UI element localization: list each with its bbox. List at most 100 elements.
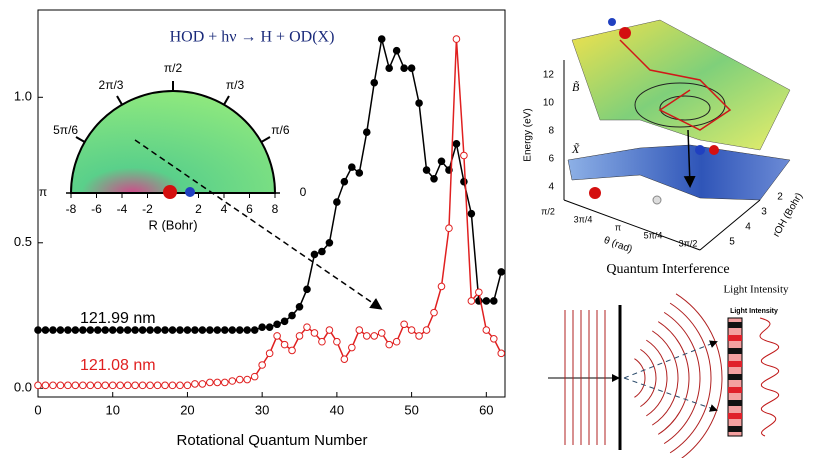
intensity-curve (759, 317, 779, 437)
data-point (489, 335, 498, 343)
data-point (41, 326, 50, 334)
data-point (146, 381, 154, 390)
inset: HOD + hν → H + OD(X) R (Bohr) π/2 2π/3 π/3… (39, 29, 383, 310)
plot-frame (37, 9, 506, 398)
circular-wave (651, 330, 679, 426)
inset-x-tick-label: 6 (246, 202, 253, 216)
data-point (385, 64, 393, 72)
data-point (250, 372, 259, 381)
data-point (400, 64, 408, 72)
data-point (370, 332, 379, 340)
x-tick-label: 60 (479, 402, 493, 417)
atom (608, 18, 616, 26)
data-point (176, 381, 184, 390)
state-label: B̃ (572, 80, 580, 94)
data-point (430, 174, 438, 183)
r-tick-label: 3 (761, 207, 767, 218)
x-tick-label: 40 (330, 402, 344, 417)
r-label: rOH (Bohr) (771, 191, 805, 239)
circular-wave (657, 321, 690, 435)
data-point (437, 157, 446, 166)
atom (652, 195, 662, 205)
circular-wave (675, 293, 723, 458)
data-point (79, 326, 87, 334)
data-point (71, 326, 80, 334)
data-point (362, 128, 371, 137)
data-point (288, 311, 296, 320)
data-point (422, 166, 431, 174)
data-point (258, 361, 266, 369)
data-point (348, 163, 356, 171)
data-point (213, 378, 222, 387)
data-point (235, 326, 244, 334)
wavefunction-map (69, 90, 277, 194)
theta-axis (563, 199, 701, 251)
data-point (116, 381, 124, 390)
data-point (497, 349, 506, 358)
series-label: 121.99 nm (80, 310, 156, 327)
circular-wave (646, 339, 668, 417)
data-point (235, 375, 244, 384)
interference-diagram: Quantum Interference Light Intensity Lig… (548, 262, 789, 458)
angle-label: 0 (300, 185, 307, 199)
theta-label: θ (rad) (602, 235, 633, 255)
data-point (56, 326, 65, 334)
atom (695, 145, 705, 155)
y-tick-label: 0.0 (14, 380, 32, 395)
data-point (161, 381, 169, 390)
data-point (108, 381, 117, 390)
data-point (475, 288, 483, 297)
data-point (221, 326, 229, 334)
data-point (161, 326, 169, 334)
ray (623, 340, 718, 379)
inset-title: HOD + hν → H + OD(X) (170, 29, 335, 46)
contour (659, 95, 711, 121)
z-tick-label: 8 (548, 126, 554, 137)
r-tick-label: 2 (777, 192, 783, 203)
angle-label: π/2 (164, 61, 183, 75)
ray (623, 377, 718, 412)
fringe (728, 387, 742, 393)
theta-tick-label: 5π/4 (644, 230, 663, 240)
data-point (153, 326, 162, 334)
circular-wave (640, 348, 657, 408)
data-point (348, 343, 356, 352)
data-point (86, 381, 95, 390)
data-point (123, 381, 132, 390)
data-point (460, 177, 468, 186)
data-point (385, 340, 393, 349)
data-point (191, 326, 199, 334)
data-point (116, 326, 124, 334)
data-point (280, 340, 289, 349)
data-point (138, 326, 147, 334)
data-point (407, 64, 416, 72)
data-point (49, 326, 57, 334)
inset-x-tick-label: -6 (91, 202, 102, 216)
data-point (131, 381, 139, 390)
angle-tick (223, 95, 230, 106)
trajectory (619, 39, 732, 131)
theta-tick-label: π/2 (541, 206, 555, 216)
y-tick-label: 0.5 (14, 234, 32, 249)
data-point (340, 355, 349, 363)
r-tick-label: 4 (745, 222, 751, 233)
data-point (131, 326, 139, 334)
data-point (49, 381, 57, 390)
data-point (183, 381, 192, 390)
data-point (34, 326, 42, 334)
circular-wave (634, 358, 646, 398)
interference-title: Quantum Interference (606, 262, 729, 277)
inset-x-tick-label: 2 (195, 202, 202, 216)
angle-label: 2π/3 (99, 78, 124, 92)
data-point (310, 329, 319, 337)
data-point (153, 381, 162, 390)
data-point (467, 297, 476, 305)
data-point (191, 380, 199, 388)
data-point (325, 326, 334, 334)
x-tick-label: 10 (105, 402, 119, 417)
data-point (295, 302, 304, 311)
data-point (206, 326, 214, 334)
data-point (310, 250, 319, 259)
data-point (362, 332, 371, 340)
inset-x-tick-label: 4 (221, 202, 228, 216)
